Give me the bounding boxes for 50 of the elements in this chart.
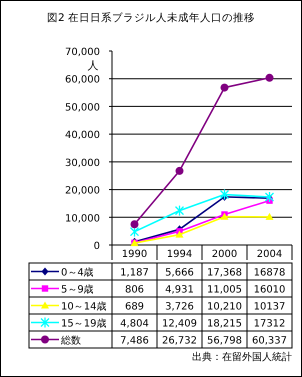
point bbox=[130, 226, 140, 238]
point bbox=[174, 204, 184, 216]
data-label: 3,726 bbox=[165, 302, 194, 312]
chart-title: 図2 在日日系ブラジル人未成年人口の推移 bbox=[46, 11, 256, 24]
legend-label: 15～19歳 bbox=[61, 318, 106, 330]
data-label: 60,337 bbox=[252, 336, 287, 346]
x-tick-label: 1990 bbox=[122, 249, 148, 260]
data-label: 18,215 bbox=[207, 318, 242, 330]
source-note: 出典：在留外国人統計 bbox=[192, 351, 292, 363]
y-tick-label: 20,000 bbox=[65, 186, 100, 197]
point bbox=[220, 188, 230, 200]
data-label: 16878 bbox=[254, 268, 286, 278]
point bbox=[220, 84, 228, 92]
legend-label: 総数 bbox=[60, 334, 81, 346]
point bbox=[176, 166, 184, 175]
point bbox=[266, 212, 274, 220]
data-label: 10137 bbox=[254, 302, 286, 312]
data-label: 806 bbox=[124, 284, 144, 296]
data-label: 11,005 bbox=[207, 284, 242, 296]
y-tick-label: 30,000 bbox=[65, 158, 100, 169]
data-label: 4,931 bbox=[165, 284, 194, 296]
x-tick-label: 1994 bbox=[166, 249, 192, 260]
legend-label: 5～9歳 bbox=[61, 284, 94, 296]
y-tick-label: 50,000 bbox=[65, 102, 100, 114]
data-label: 16010 bbox=[254, 284, 286, 296]
point bbox=[266, 74, 274, 82]
point bbox=[130, 220, 138, 228]
y-tick-label: 60,000 bbox=[65, 74, 100, 86]
data-label: 12,409 bbox=[162, 318, 197, 330]
data-label: 17,368 bbox=[207, 268, 242, 278]
data-label: 7,486 bbox=[120, 336, 149, 346]
data-label: 17312 bbox=[254, 318, 286, 330]
y-tick-label: 40,000 bbox=[65, 130, 100, 142]
y-tick-label: 0 bbox=[94, 241, 100, 252]
data-label: 26,732 bbox=[162, 336, 197, 346]
y-tick-label: 10,000 bbox=[65, 213, 100, 224]
y-tick-label: 70,000 bbox=[65, 47, 100, 58]
data-label: 56,798 bbox=[207, 336, 242, 346]
x-tick-label: 2000 bbox=[212, 249, 238, 260]
point bbox=[176, 230, 184, 238]
data-label: 5,666 bbox=[165, 268, 194, 278]
y-axis-title: 人 bbox=[88, 59, 98, 72]
data-label: 10,210 bbox=[207, 302, 242, 312]
data-label: 4,804 bbox=[120, 318, 149, 330]
data-label: 689 bbox=[124, 302, 144, 312]
legend-label: 0～4歳 bbox=[61, 266, 94, 278]
legend-label: 10～14歳 bbox=[61, 300, 106, 312]
x-tick-label: 2004 bbox=[256, 249, 282, 260]
point bbox=[264, 191, 274, 203]
data-label: 1,187 bbox=[120, 268, 149, 278]
